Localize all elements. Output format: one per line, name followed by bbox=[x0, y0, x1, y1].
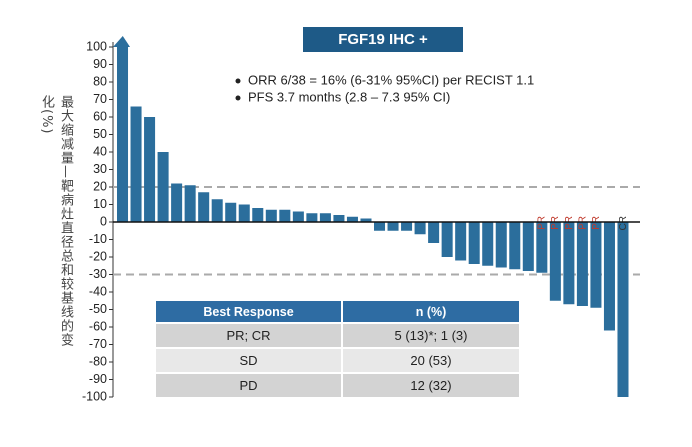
note: ORR 6/38 = 16% (6-31% 95%CI) per RECIST … bbox=[248, 72, 534, 87]
bar bbox=[117, 47, 129, 222]
y-tick-label: 10 bbox=[93, 197, 107, 211]
bar bbox=[265, 209, 277, 222]
chart-title: FGF19 IHC + bbox=[338, 31, 428, 48]
bar bbox=[360, 218, 372, 222]
table-text: 12 (32) bbox=[410, 378, 451, 393]
bar bbox=[346, 216, 358, 222]
bar bbox=[225, 202, 237, 222]
bar bbox=[252, 208, 264, 222]
table-text: PR; CR bbox=[226, 328, 270, 343]
bar bbox=[617, 222, 629, 397]
bar bbox=[495, 222, 507, 268]
bar bbox=[238, 204, 250, 222]
y-tick-label: 90 bbox=[93, 57, 107, 71]
bar bbox=[374, 222, 386, 231]
bar bbox=[468, 222, 480, 264]
bar bbox=[509, 222, 521, 270]
table-cell bbox=[156, 349, 341, 372]
bar bbox=[387, 222, 399, 231]
bar bbox=[603, 222, 615, 331]
y-tick-label: 40 bbox=[93, 144, 107, 158]
bar bbox=[414, 222, 426, 235]
bar bbox=[590, 222, 602, 308]
y-tick-label: -60 bbox=[89, 319, 107, 333]
note: PFS 3.7 months (2.8 – 7.3 95% CI) bbox=[248, 89, 450, 104]
bar bbox=[184, 185, 196, 222]
table-text: 20 (53) bbox=[410, 353, 451, 368]
y-tick-label: 100 bbox=[86, 39, 107, 53]
table-cell bbox=[156, 374, 341, 397]
bar bbox=[144, 117, 156, 222]
y-tick-label: 60 bbox=[93, 109, 107, 123]
table-cell bbox=[343, 349, 519, 372]
y-tick-label: 50 bbox=[93, 127, 107, 141]
title-box bbox=[303, 27, 463, 52]
bar bbox=[482, 222, 494, 266]
y-tick-label: -50 bbox=[89, 302, 107, 316]
bar bbox=[576, 222, 588, 306]
bar bbox=[157, 152, 169, 222]
table-cell bbox=[343, 374, 519, 397]
table-text: 5 (13)*; 1 (3) bbox=[395, 328, 468, 343]
y-tick-label: -40 bbox=[89, 284, 107, 298]
y-tick-label: 80 bbox=[93, 74, 107, 88]
y-tick-label: -100 bbox=[82, 389, 107, 403]
bar bbox=[279, 209, 291, 222]
bar bbox=[549, 222, 561, 301]
y-axis-label: 最大缩减量—靶病灶直径总和较基线的变化(%) bbox=[39, 95, 73, 347]
y-tick-label: -70 bbox=[89, 337, 107, 351]
table-header: n (%) bbox=[416, 305, 447, 319]
table-text: PD bbox=[239, 378, 257, 393]
response-label: PR bbox=[591, 216, 602, 230]
table-cell bbox=[343, 301, 519, 322]
response-label: PR bbox=[577, 216, 588, 230]
bar bbox=[536, 222, 548, 273]
bar bbox=[292, 211, 304, 222]
overflow-arrow bbox=[113, 36, 131, 47]
bar bbox=[198, 192, 210, 222]
bullet bbox=[235, 78, 241, 84]
response-label: CR bbox=[618, 216, 629, 230]
response-label: PR bbox=[537, 216, 548, 230]
bullet bbox=[235, 95, 241, 101]
table-text: SD bbox=[239, 353, 257, 368]
y-tick-label: -20 bbox=[89, 249, 107, 263]
table-cell bbox=[156, 301, 341, 322]
y-tick-label: -90 bbox=[89, 372, 107, 386]
bar bbox=[401, 222, 413, 231]
response-label: PR bbox=[550, 216, 561, 230]
bar bbox=[522, 222, 534, 271]
bar bbox=[455, 222, 467, 261]
y-tick-label: 0 bbox=[100, 214, 107, 228]
bar bbox=[211, 199, 223, 222]
bar bbox=[130, 106, 142, 222]
y-tick-label: 20 bbox=[93, 179, 107, 193]
bar bbox=[441, 222, 453, 257]
bar bbox=[563, 222, 575, 305]
bar bbox=[428, 222, 440, 243]
response-label: PR bbox=[564, 216, 575, 230]
bar bbox=[306, 213, 318, 222]
table-header: Best Response bbox=[203, 305, 293, 319]
bar bbox=[319, 213, 331, 222]
y-tick-label: 30 bbox=[93, 162, 107, 176]
y-tick-label: -30 bbox=[89, 267, 107, 281]
bar bbox=[171, 183, 183, 222]
y-tick-label: -10 bbox=[89, 232, 107, 246]
table-cell bbox=[343, 324, 519, 347]
y-tick-label: -80 bbox=[89, 354, 107, 368]
table-cell bbox=[156, 324, 341, 347]
bar bbox=[333, 215, 345, 222]
y-tick-label: 70 bbox=[93, 92, 107, 106]
